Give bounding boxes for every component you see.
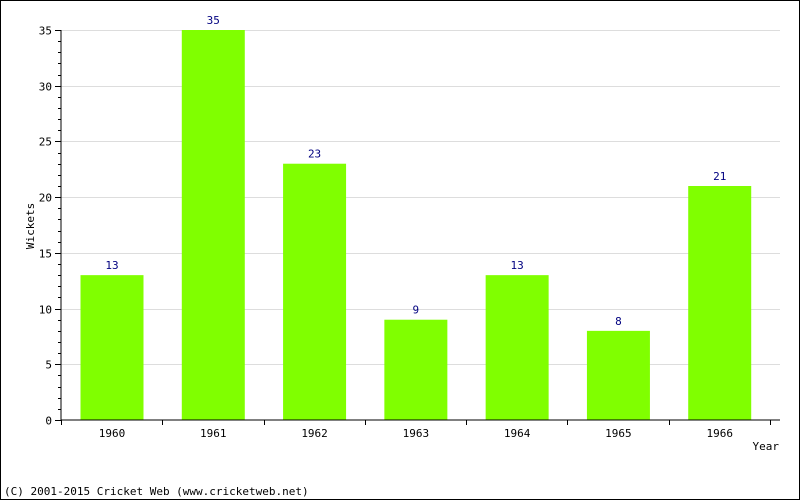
bar-value-label: 35	[207, 14, 220, 27]
bar	[80, 275, 144, 420]
bar	[688, 186, 752, 420]
y-tick-label: 15	[39, 248, 52, 261]
y-tick-label: 20	[39, 192, 52, 205]
y-tick-label: 10	[39, 304, 52, 317]
labels: 0 5 10 15 20 25 30 35 13 1960 35 1961 23 1962 9 1963 13 1…	[39, 14, 733, 440]
bar-value-label: 23	[308, 148, 321, 161]
bars	[80, 30, 752, 420]
axes	[60, 30, 780, 421]
x-tick-label: 1962	[301, 427, 328, 440]
gridlines	[61, 30, 780, 365]
y-tick-label: 30	[39, 81, 52, 94]
bar	[485, 275, 549, 420]
y-tick-label: 35	[39, 25, 52, 38]
x-tick-label: 1961	[200, 427, 227, 440]
x-tick-label: 1960	[99, 427, 126, 440]
bar	[283, 163, 347, 420]
copyright-text: (C) 2001-2015 Cricket Web (www.cricketwe…	[4, 485, 309, 498]
ticks	[55, 30, 771, 425]
bar	[181, 30, 245, 420]
y-tick-label: 25	[39, 136, 52, 149]
x-tick-label: 1963	[403, 427, 430, 440]
y-tick-label: 5	[45, 359, 52, 372]
bar-value-label: 8	[615, 315, 622, 328]
bar	[384, 319, 448, 420]
bar-value-label: 21	[713, 170, 726, 183]
bar-value-label: 9	[413, 304, 420, 317]
bar-value-label: 13	[105, 259, 118, 272]
y-axis-title: Wickets	[24, 203, 37, 249]
y-tick-label: 0	[45, 415, 52, 428]
x-axis-title: Year	[753, 440, 780, 453]
x-tick-label: 1965	[605, 427, 632, 440]
bar	[586, 330, 650, 420]
x-tick-label: 1964	[504, 427, 531, 440]
bar-value-label: 13	[511, 259, 524, 272]
x-tick-label: 1966	[706, 427, 733, 440]
